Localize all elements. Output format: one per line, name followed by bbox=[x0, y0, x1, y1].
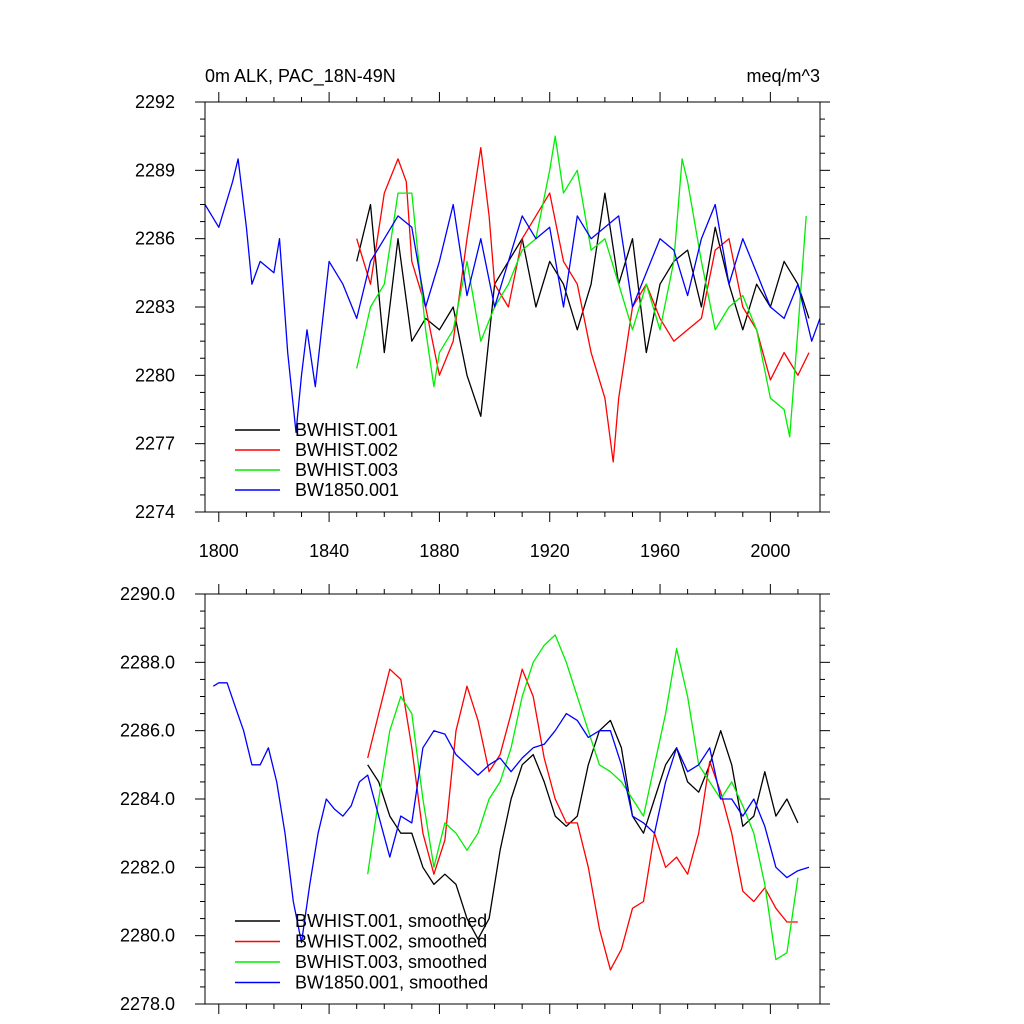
bottom-plot-frame bbox=[204, 593, 821, 1005]
y-tick-label: 2280.0 bbox=[120, 926, 175, 946]
x-tick-label: 1840 bbox=[309, 541, 349, 561]
top-axis-ticks bbox=[195, 92, 830, 522]
x-tick-label: 1880 bbox=[419, 541, 459, 561]
y-tick-label: 2289 bbox=[135, 160, 175, 180]
y-tick-label: 2280 bbox=[135, 365, 175, 385]
bottom-axis-ticks bbox=[195, 584, 830, 1014]
series-line-3 bbox=[367, 634, 799, 961]
top-panel: 0m ALK, PAC_18N-49N meq/m^3 1800 1840 1880… bbox=[135, 66, 830, 561]
x-tick-label: 1960 bbox=[640, 541, 680, 561]
legend-label: BW1850.001, smoothed bbox=[295, 973, 488, 993]
bottom-plot-area bbox=[212, 634, 810, 971]
legend-label: BWHIST.003 bbox=[295, 460, 398, 480]
series-line-4 bbox=[205, 158, 820, 433]
y-tick-label: 2286.0 bbox=[120, 721, 175, 741]
top-tick-labels: 1800 1840 1880 1920 1960 2000 2274 2277 2280 2283… bbox=[135, 92, 790, 561]
top-plot-frame bbox=[204, 101, 821, 513]
legend-label: BWHIST.001 bbox=[295, 420, 398, 440]
series-line-1 bbox=[367, 719, 799, 940]
bottom-panel: 2278.0 2280.0 2282.0 2284.0 2286.0 2288.0 2290… bbox=[120, 584, 830, 1014]
legend-label: BWHIST.001, smoothed bbox=[295, 911, 487, 931]
y-tick-label: 2288.0 bbox=[120, 652, 175, 672]
series-line-4 bbox=[212, 682, 810, 944]
y-tick-label: 2282.0 bbox=[120, 857, 175, 877]
series-line-2 bbox=[367, 668, 798, 971]
top-title-right: meq/m^3 bbox=[747, 66, 820, 86]
y-tick-label: 2274 bbox=[135, 502, 175, 522]
top-plot-area bbox=[205, 135, 820, 463]
top-title-left: 0m ALK, PAC_18N-49N bbox=[205, 66, 396, 87]
x-tick-label: 1800 bbox=[199, 541, 239, 561]
x-tick-label: 2000 bbox=[750, 541, 790, 561]
x-tick-label: 1920 bbox=[530, 541, 570, 561]
y-tick-label: 2283 bbox=[135, 297, 175, 317]
legend-label: BWHIST.002 bbox=[295, 440, 398, 460]
legend-label: BWHIST.002, smoothed bbox=[295, 932, 487, 952]
y-tick-label: 2284.0 bbox=[120, 789, 175, 809]
series-line-3 bbox=[356, 135, 807, 438]
series-line-2 bbox=[356, 146, 810, 463]
y-tick-label: 2278.0 bbox=[120, 994, 175, 1014]
legend-label: BW1850.001 bbox=[295, 480, 399, 500]
y-tick-label: 2286 bbox=[135, 229, 175, 249]
legend-label: BWHIST.003, smoothed bbox=[295, 952, 487, 972]
y-tick-label: 2277 bbox=[135, 434, 175, 454]
y-tick-label: 2290.0 bbox=[120, 584, 175, 604]
series-line-1 bbox=[356, 192, 810, 417]
y-tick-label: 2292 bbox=[135, 92, 175, 112]
bottom-tick-labels: 2278.0 2280.0 2282.0 2284.0 2286.0 2288.0 2290… bbox=[120, 584, 175, 1014]
